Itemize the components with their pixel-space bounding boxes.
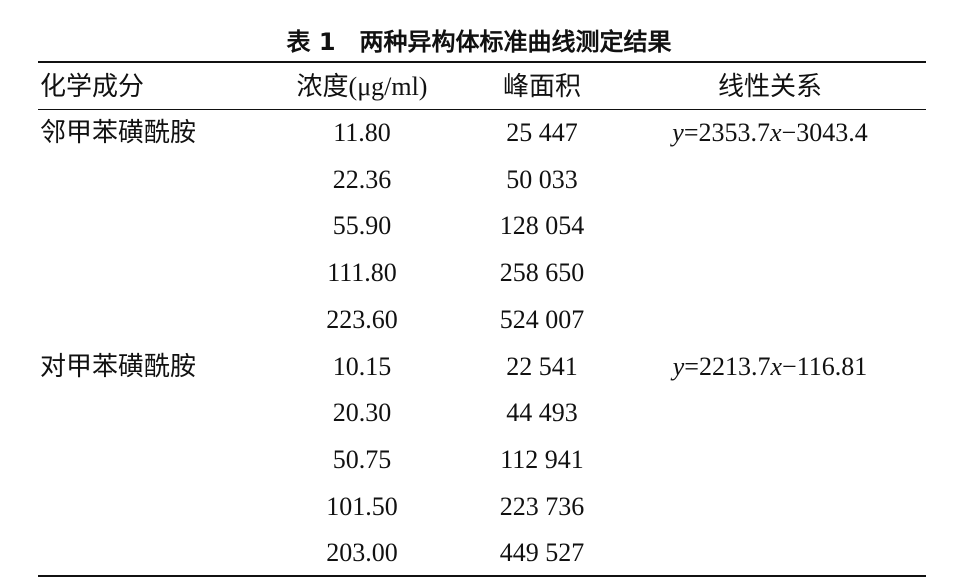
header-cell: 线性关系 — [717, 72, 823, 101]
header-cell: 峰面积 — [502, 72, 582, 101]
concentration: 11.80 — [333, 118, 391, 147]
concentration: 101.50 — [326, 491, 398, 521]
peak-area: 128 054 — [499, 211, 585, 241]
peak-area: 44 493 — [506, 398, 578, 428]
concentration: 22.36 — [332, 164, 392, 194]
header-cell: 浓度(μg/ml) — [296, 72, 428, 101]
concentration: 20.30 — [332, 398, 392, 428]
equation: y=2213.7x−116.81 — [672, 351, 868, 381]
peak-area: 25 447 — [506, 118, 578, 147]
peak-area: 22 541 — [506, 351, 578, 381]
concentration: 111.80 — [327, 258, 397, 288]
equation: y=2353.7x−3043.4 — [672, 118, 868, 147]
concentration: 55.90 — [332, 211, 392, 241]
peak-area: 449 527 — [499, 538, 585, 568]
peak-area: 524 007 — [499, 304, 585, 334]
top-rule — [38, 61, 926, 63]
table-title: 表 1 两种异构体标准曲线测定结果 — [286, 28, 672, 56]
concentration: 203.00 — [326, 538, 398, 568]
bottom-rule — [38, 575, 926, 577]
peak-area: 258 650 — [499, 258, 585, 288]
peak-area: 50 033 — [506, 164, 578, 194]
concentration: 10.15 — [332, 351, 392, 381]
concentration: 50.75 — [332, 444, 392, 474]
peak-area: 112 941 — [500, 444, 584, 474]
header-rule — [38, 109, 926, 110]
header-cell: 化学成分 — [40, 72, 145, 101]
component-name: 邻甲苯磺酰胺 — [40, 118, 197, 147]
concentration: 223.60 — [326, 304, 398, 334]
peak-area: 223 736 — [499, 491, 585, 521]
component-name: 对甲苯磺酰胺 — [40, 351, 197, 381]
